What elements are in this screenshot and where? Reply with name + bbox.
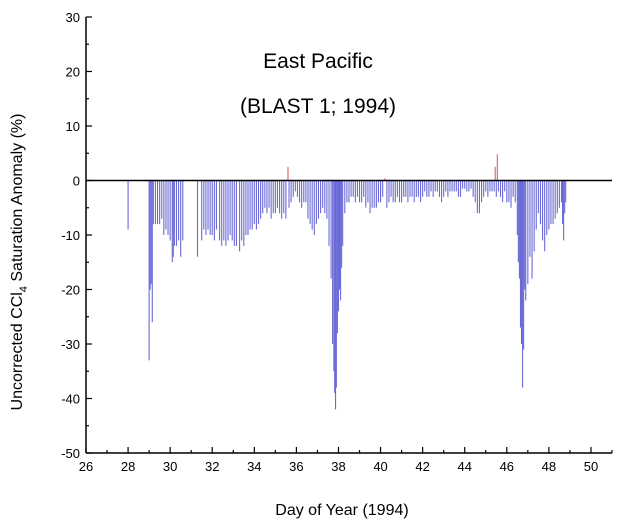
x-tick-label: 36 (289, 459, 303, 474)
bar-series (127, 154, 567, 410)
y-tick-label: 30 (66, 10, 80, 25)
y-axis-label-rest: Saturation Anomaly (%) (9, 114, 26, 287)
y-tick-label: -40 (61, 392, 80, 407)
x-tick-label: 26 (79, 459, 93, 474)
x-tick-label: 38 (331, 459, 345, 474)
chart-title-line-2: (BLAST 1; 1994) (240, 95, 396, 118)
chart-annotation: East Pacific (BLAST 1; 1994) (240, 50, 396, 118)
x-axis: 26 28 30 32 34 36 38 40 42 44 46 48 50 (79, 447, 613, 474)
x-tick-label: 34 (247, 459, 261, 474)
x-tick-label: 50 (584, 459, 598, 474)
y-axis-label-subscript: 4 (18, 286, 30, 292)
y-tick-label: 20 (66, 65, 80, 80)
plot-frame (85, 17, 612, 454)
x-tick-label: 30 (163, 459, 177, 474)
x-tick-label: 42 (415, 459, 429, 474)
x-tick-label: 46 (500, 459, 514, 474)
y-tick-label: -30 (61, 337, 80, 352)
x-tick-label: 48 (542, 459, 556, 474)
y-tick-label: 10 (66, 119, 80, 134)
x-tick-label: 44 (457, 459, 471, 474)
y-tick-label: 0 (73, 174, 80, 189)
x-axis-label: Day of Year (1994) (275, 502, 408, 519)
y-axis: -50 -40 -30 -20 -10 0 10 20 30 (61, 10, 92, 461)
chart-title-line-1: East Pacific (263, 50, 373, 73)
y-axis-label: Uncorrected CCl4 Saturation Anomaly (%) (9, 114, 30, 411)
y-tick-label: -10 (61, 228, 80, 243)
y-tick-label: -50 (61, 446, 80, 461)
y-tick-label: -20 (61, 283, 80, 298)
x-tick-label: 40 (373, 459, 387, 474)
x-tick-label: 28 (121, 459, 135, 474)
x-tick-label: 32 (205, 459, 219, 474)
y-axis-label-main: Uncorrected CCl (9, 292, 26, 410)
